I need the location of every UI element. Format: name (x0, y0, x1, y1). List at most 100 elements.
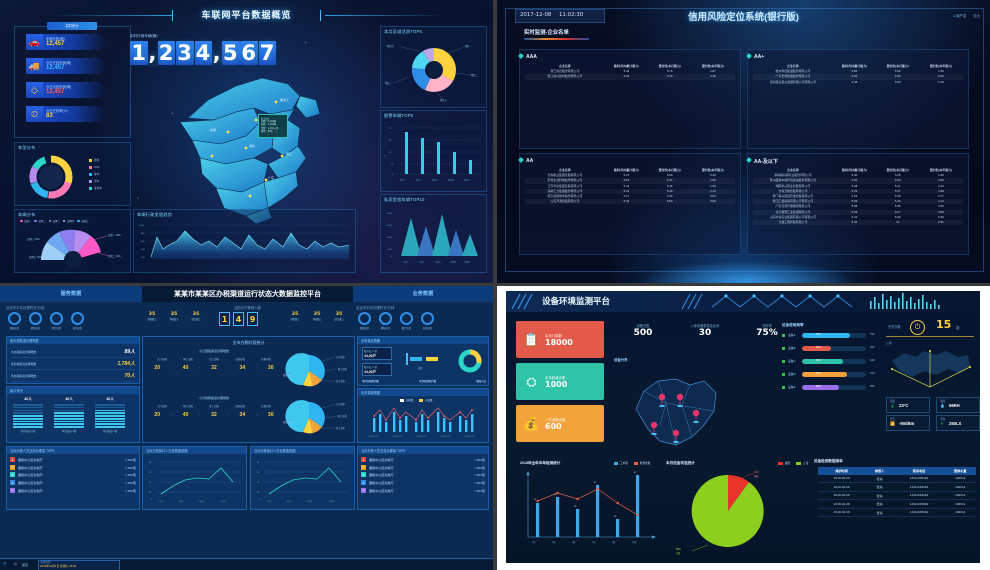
table-row[interactable]: 深圳富达置业发展有限公司有限公司 5.48 5.60 2.19 (753, 80, 963, 85)
table-row[interactable]: 浙江省控股份有限公司 5.42 5.76 1.87 (525, 69, 735, 74)
table-row[interactable]: 湖南永兴置业控股有限公司 5.38 5.21 3.16 (753, 184, 963, 189)
svg-text:大厅办理: 大厅办理 (336, 402, 346, 406)
rank-row-4[interactable]: 5 国税中心区办税厅 7,852笔 (10, 486, 136, 494)
switch-divider (886, 336, 974, 337)
table-row[interactable]: 2018-02-06 张先 13111345462 1000ml (818, 509, 976, 517)
value-sep: : (255, 365, 258, 370)
usage-bar-0 (802, 333, 866, 338)
table-row[interactable]: 北京顺安汇业集团有限公司 5.49 5.27 3.68 (753, 209, 963, 215)
ring-3[interactable]: 自助业务 (421, 312, 434, 330)
iov-card-region-top5: 本月区域活跃TOP5 地区一 地区二 地区四 地区三 地区五 (380, 26, 487, 108)
rank-row-1[interactable]: 2 国税中心区办税厅 7,852笔 (10, 464, 136, 472)
table-row[interactable]: 2018-02-06 张先 13111345462 1000ml (818, 475, 976, 483)
device-switch-label: 开关次数 (888, 325, 901, 329)
credit-title-underline (524, 38, 589, 40)
device-region-map[interactable] (618, 363, 738, 458)
stat-card-0[interactable]: 🚗 车辆总数(辆) 12,457 (26, 34, 106, 50)
table-row[interactable]: 山东中达实业集团有限公司有限公司 5.41 5.39 5.49 (753, 215, 963, 220)
legend-item: 轿车 (89, 157, 102, 164)
table-row[interactable]: 2018-02-06 张先 13111345462 1000ml (818, 492, 976, 500)
svg-text:地区四: 地区四 (387, 44, 394, 48)
cell-c0: 浙江新兴建材股份有限公司 (547, 74, 583, 79)
kpi-value: 18000 (545, 337, 573, 347)
svg-text:20: 20 (389, 140, 392, 142)
device-kpi-1[interactable]: ⛭ 本月新增设备 1000 (516, 363, 604, 400)
tax-right-trend: 业务量趋势图 办税量 办结量 2021-3-13 2021-3-1 (357, 388, 489, 443)
svg-text:正常: 正常 (676, 551, 680, 555)
usage-count: 700 (870, 372, 875, 375)
table-row[interactable]: 浙江新兴建材股份有限公司 5.34 5.78 2.40 (525, 74, 735, 80)
bar-legend-1: 检测次数 (633, 461, 650, 465)
table-row[interactable]: 山东开源控股有限公司 5.42 5.60 3.00 (525, 199, 735, 205)
table-cell: 2018-02-06 (833, 501, 850, 506)
ring-2[interactable]: 联合业务 (400, 312, 413, 330)
rank-row-2[interactable]: 3 国税中心区办税厅 7,852笔 (10, 471, 136, 479)
env-value: 23°C (899, 403, 909, 408)
ring-3[interactable]: 自助业务 (71, 312, 84, 330)
seq-value: 35 (335, 312, 343, 317)
credit-logout[interactable]: 退出 (973, 14, 980, 18)
seq-label: 联合窗口 (191, 319, 201, 321)
rank-label: 国税中心区办税厅 (18, 458, 43, 463)
stat-card-2[interactable]: ◇ 今日活跃车辆(辆) 12,457 (26, 82, 106, 98)
block-value: 32 (211, 412, 217, 418)
table-row[interactable]: 深圳顺兴通实业股份有限公司 5.40 5.25 1.69 (753, 173, 963, 178)
stat-card-3[interactable]: ⏲ 今日在线率(%) 83 (26, 106, 106, 122)
rank-row-0[interactable]: 1 国税中心区办税厅 7,852笔 (361, 456, 485, 464)
ring-icon (421, 312, 434, 325)
ring-0[interactable]: 国税业务 (8, 312, 21, 330)
table-row[interactable]: 九通工程控股有限公司 5.42 12 2.91 (753, 219, 963, 226)
value-sep: : (199, 412, 201, 417)
ring-0[interactable]: 国税业务 (358, 312, 371, 330)
device-kpi-2[interactable]: 💰 一次消费设备 600 (516, 405, 604, 442)
svg-text:车辆四: 车辆四 (450, 260, 456, 264)
rank-number: 3 (361, 472, 366, 478)
ring-1[interactable]: 地税业务 (29, 312, 42, 330)
ring-2[interactable]: 联合业务 (50, 312, 63, 330)
table-cell: 张先 (876, 493, 883, 498)
table-row[interactable]: 罗曼生活科技股份有限公司 5.15 5.47 1.96 (525, 178, 735, 184)
table-cell: 张先 (876, 510, 883, 515)
table-row[interactable]: 广东宏源集团股份有限公司 5.46 5.56 5.22 (753, 74, 963, 80)
table-row[interactable]: 南京晨辉软件股份有限公司 5.27 5.49 5.03 (525, 194, 735, 199)
rank-label: 国税中心区办税厅 (369, 481, 394, 486)
pie-legend-1: 正常 (796, 461, 808, 465)
block-label: 大厅办理 (157, 405, 167, 408)
tax-rank-right: 当月办税人员业务办理量 TOP5 1 国税中心区办税厅 7,852笔 2 国税中心区办税… (357, 446, 489, 510)
stat-card-1[interactable]: 🚚 今日在线车辆(辆) 12,457 (26, 58, 106, 74)
table-row[interactable]: 厦门海兴建设开发控股有限公司 5.23 5.08 2.77 (753, 194, 963, 199)
svg-text:7:00: 7:00 (267, 501, 272, 503)
table-row[interactable]: 江苏华达集团控股有限公司 5.41 5.46 1.53 (525, 184, 735, 189)
iov-stats-panel-label: 实时统计 (65, 23, 79, 28)
power-icon[interactable]: ⏻ (910, 320, 925, 335)
svg-text:3000: 3000 (387, 225, 392, 227)
cell-c0: 山东中达实业集团有限公司有限公司 (769, 214, 817, 219)
seq-label: 联合窗口 (334, 319, 344, 321)
credit-user-area[interactable]: ● 用户名 退出 (953, 13, 980, 18)
table-cell: 2018-02-06 (833, 476, 850, 481)
table-cell: 2018-02-06 (833, 484, 850, 489)
rank-row-1[interactable]: 2 国税中心区办税厅 7,852笔 (361, 464, 485, 472)
rank-row-3[interactable]: 4 国税中心区办税厅 7,852笔 (361, 479, 485, 487)
table-row[interactable]: 苏州鑫源中诚环境建设股份有限公司 5.32 5.00 2.99 (753, 178, 963, 184)
ring-icon (8, 312, 21, 325)
rank-row-4[interactable]: 5 国税中心区办税厅 7,852笔 (361, 486, 485, 494)
rank-row-2[interactable]: 3 国税中心区办税厅 7,852笔 (361, 471, 485, 479)
table-row[interactable]: 2018-02-06 张先 13111345462 1000ml (818, 483, 976, 492)
table-row[interactable]: 杭州科创集团股份有限公司 5.56 5.63 1.56 (753, 69, 963, 74)
table-row[interactable]: 长春职业集团控股有限公司 5.37 5.54 6.29 (525, 173, 735, 178)
home-icon[interactable]: ⌂ (14, 561, 18, 567)
rank-row-3[interactable]: 4 国税中心区办税厅 7,852笔 (10, 479, 136, 487)
rank-row-0[interactable]: 1 国税中心区办税厅 7,852笔 (10, 456, 136, 464)
ring-1[interactable]: 地税业务 (379, 312, 392, 330)
legend-item: 品牌五 (77, 219, 88, 223)
device-kpi-0[interactable]: 📋 本月订单数 18000 (516, 321, 604, 358)
table-row[interactable]: 深圳汇力集团股份有限公司 5.23 5.40 3.19 (525, 188, 735, 194)
cell-c2: 5.63 (894, 69, 901, 74)
tax-footer-home[interactable]: 首页 (22, 563, 29, 567)
table-row[interactable]: 浙江汇鑫贸易有限公司有限公司 5.29 5.16 2.14 (753, 199, 963, 205)
table-row[interactable]: 长春万隆控股有限公司 5.29 5.17 1.99 (753, 188, 963, 194)
table-row[interactable]: 2018-02-06 张先 13111345462 1000ml (818, 500, 976, 509)
table-row[interactable]: 广东天源环保能源有限公司 5.38 5.36 3.60 (753, 204, 963, 209)
